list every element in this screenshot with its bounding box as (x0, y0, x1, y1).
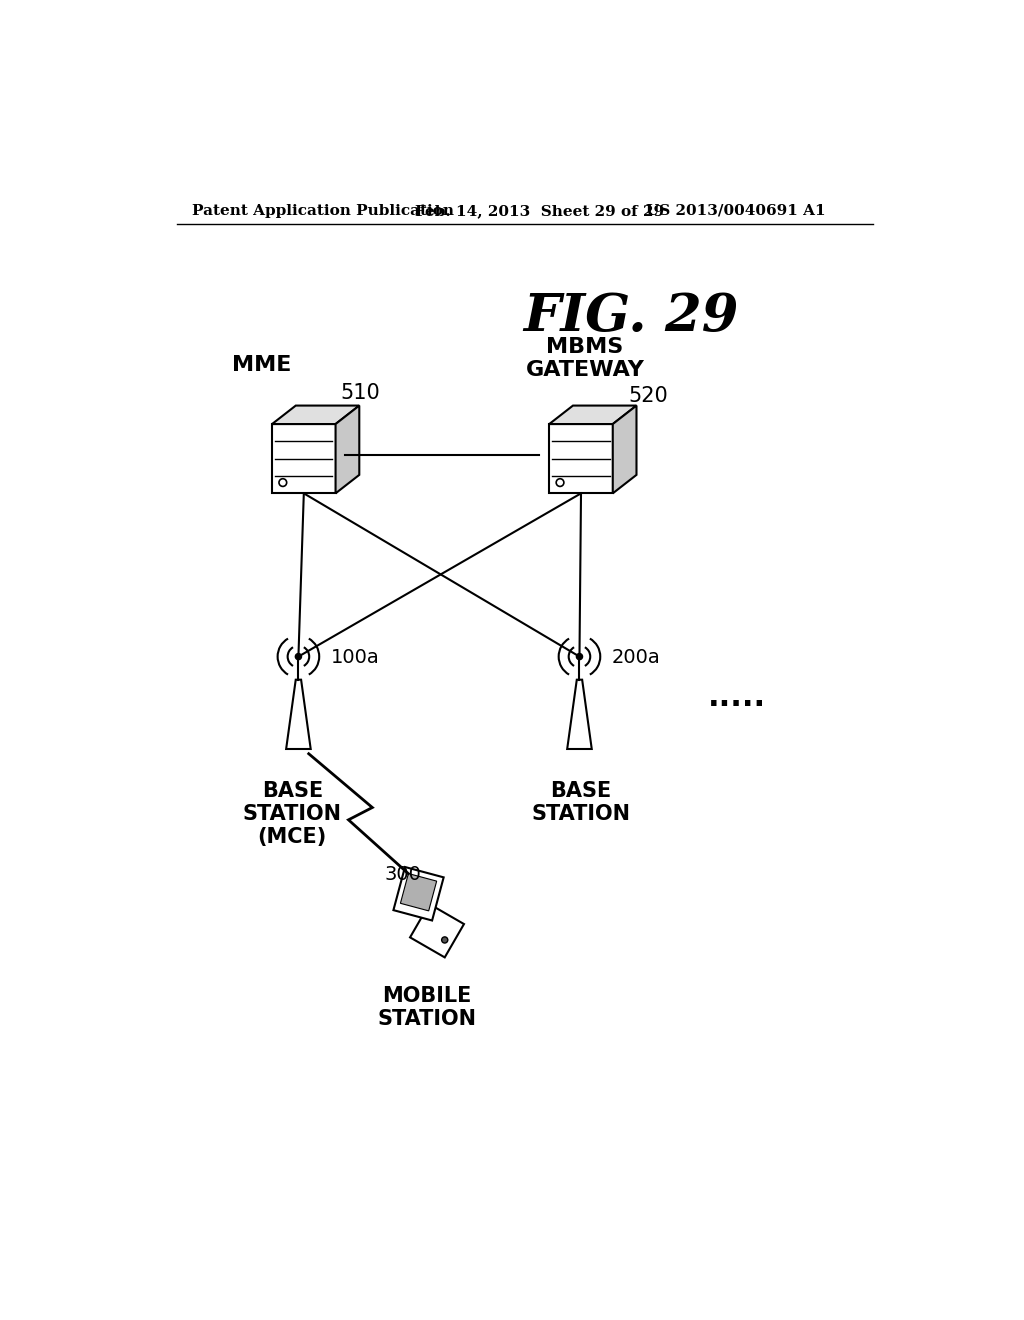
Circle shape (295, 653, 301, 660)
Text: Feb. 14, 2013  Sheet 29 of 29: Feb. 14, 2013 Sheet 29 of 29 (416, 203, 665, 218)
Text: MBMS
GATEWAY: MBMS GATEWAY (525, 337, 644, 380)
Text: US 2013/0040691 A1: US 2013/0040691 A1 (646, 203, 826, 218)
Circle shape (577, 653, 583, 660)
Text: 300: 300 (385, 865, 422, 884)
Polygon shape (549, 424, 612, 494)
Polygon shape (612, 405, 637, 494)
Polygon shape (567, 680, 592, 748)
Polygon shape (400, 874, 436, 911)
Polygon shape (272, 424, 336, 494)
Text: Patent Application Publication: Patent Application Publication (193, 203, 455, 218)
Text: BASE
STATION: BASE STATION (531, 780, 631, 824)
Text: 520: 520 (629, 385, 669, 405)
Text: MOBILE
STATION: MOBILE STATION (378, 986, 476, 1030)
Text: MME: MME (231, 355, 291, 375)
Text: BASE
STATION
(MCE): BASE STATION (MCE) (243, 780, 342, 847)
Circle shape (441, 937, 447, 942)
Text: 100a: 100a (331, 648, 380, 667)
Text: .....: ..... (708, 682, 766, 711)
Polygon shape (549, 405, 637, 424)
Polygon shape (336, 405, 359, 494)
Text: FIG. 29: FIG. 29 (523, 290, 738, 342)
Text: 510: 510 (341, 383, 381, 403)
Polygon shape (393, 867, 443, 920)
Polygon shape (286, 680, 310, 748)
Polygon shape (272, 405, 359, 424)
Text: 200a: 200a (611, 648, 660, 667)
Polygon shape (410, 904, 464, 957)
